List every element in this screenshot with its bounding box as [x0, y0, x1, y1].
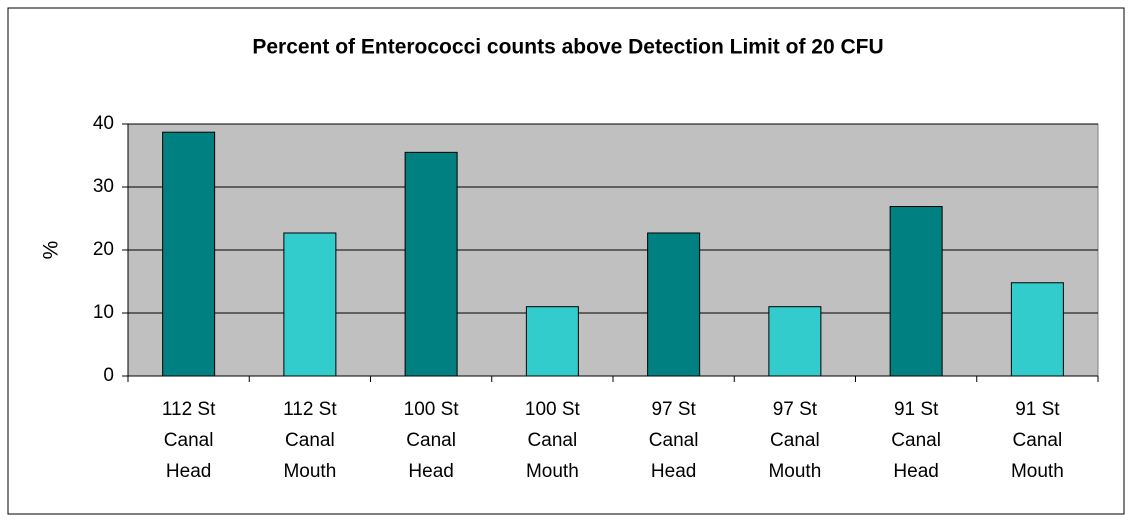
- bar: [404, 151, 458, 377]
- x-tick-label: 91 St Canal Head: [891, 399, 941, 482]
- bar: [889, 206, 943, 377]
- x-tick-label: 112 St Canal Head: [161, 399, 216, 482]
- x-tick-label: 100 St Canal Mouth: [524, 399, 580, 482]
- y-tick-label: 0: [103, 365, 114, 386]
- y-axis-label: %: [40, 241, 63, 260]
- x-tick-label: 100 St Canal Head: [403, 399, 459, 482]
- bar: [525, 306, 579, 377]
- x-tick-label: 97 St Canal Mouth: [768, 399, 822, 482]
- y-tick-label: 30: [93, 176, 114, 197]
- x-tick-label: 97 St Canal Head: [648, 399, 699, 482]
- y-tick-label: 10: [93, 302, 114, 323]
- bar: [768, 306, 822, 377]
- x-tick-label: 112 St Canal Mouth: [283, 399, 337, 482]
- bar: [647, 232, 701, 377]
- y-tick-label: 40: [93, 113, 114, 134]
- x-tick-label: 91 St Canal Mouth: [1010, 399, 1064, 482]
- chart-title: Percent of Enterococci counts above Dete…: [252, 36, 883, 59]
- y-tick-label: 20: [93, 239, 114, 260]
- bar: [162, 131, 216, 377]
- bar: [1010, 282, 1064, 377]
- bar: [283, 232, 337, 377]
